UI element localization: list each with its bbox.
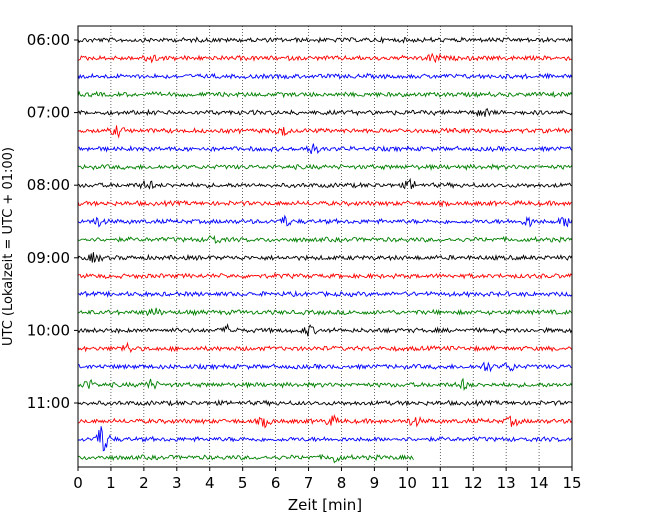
seismic-trace — [77, 143, 573, 155]
seismic-trace — [77, 199, 572, 208]
plot-frame — [77, 25, 573, 468]
seismic-trace — [77, 414, 573, 429]
x-tick-label: 9 — [370, 474, 380, 492]
x-tick-label: 12 — [464, 474, 483, 492]
y-tick-label: 11:00 — [27, 394, 70, 412]
seismic-trace — [77, 72, 573, 80]
y-tick-label: 10:00 — [27, 321, 70, 339]
y-axis-label: UTC (Lokalzeit = UTC + 01:00) — [1, 147, 16, 346]
x-tick-label: 10 — [398, 474, 417, 492]
seismic-trace — [77, 214, 573, 228]
seismic-trace — [77, 90, 573, 99]
seismic-trace — [77, 107, 573, 118]
seismic-trace — [77, 307, 573, 317]
x-tick-label: 14 — [530, 474, 549, 492]
seismic-trace — [77, 177, 573, 190]
trace-group — [77, 36, 573, 464]
seismic-trace — [77, 341, 573, 354]
seismic-trace — [77, 426, 573, 452]
x-tick-label: 13 — [497, 474, 516, 492]
seismic-trace — [77, 272, 573, 280]
x-tick-label: 11 — [431, 474, 450, 492]
seismic-trace — [77, 36, 573, 45]
y-tick-label: 08:00 — [27, 176, 70, 194]
y-tick-label: 06:00 — [27, 31, 70, 49]
x-tick-label: 0 — [73, 474, 83, 492]
x-tick-label: 7 — [304, 474, 314, 492]
seismic-trace — [77, 163, 573, 172]
seismic-trace — [77, 453, 414, 464]
seismic-trace — [77, 377, 573, 392]
seismic-trace — [77, 322, 573, 337]
x-tick-label: 5 — [238, 474, 248, 492]
x-tick-label: 3 — [172, 474, 182, 492]
x-axis-label: Zeit [min] — [288, 496, 362, 514]
x-tick-label: 15 — [562, 474, 581, 492]
x-tick-label: 6 — [271, 474, 281, 492]
x-axis: 0 1 2 3 4 5 6 7 8 9 10 11 12 13 14 15 — [73, 467, 582, 492]
x-tick-label: 8 — [337, 474, 347, 492]
x-tick-label: 1 — [106, 474, 116, 492]
x-tick-label: 4 — [205, 474, 215, 492]
seismic-trace — [77, 52, 573, 64]
seismic-trace — [77, 361, 572, 373]
seismic-trace — [77, 399, 573, 407]
y-tick-label: 09:00 — [27, 249, 70, 267]
seismic-trace — [77, 234, 573, 244]
y-tick-label: 07:00 — [27, 104, 70, 122]
x-tick-label: 2 — [139, 474, 149, 492]
y-axis: 06:00 07:00 08:00 09:00 10:00 11:00 — [27, 31, 78, 412]
seismic-trace — [77, 125, 573, 139]
seismic-trace — [77, 289, 573, 298]
seismic-trace — [77, 252, 573, 263]
